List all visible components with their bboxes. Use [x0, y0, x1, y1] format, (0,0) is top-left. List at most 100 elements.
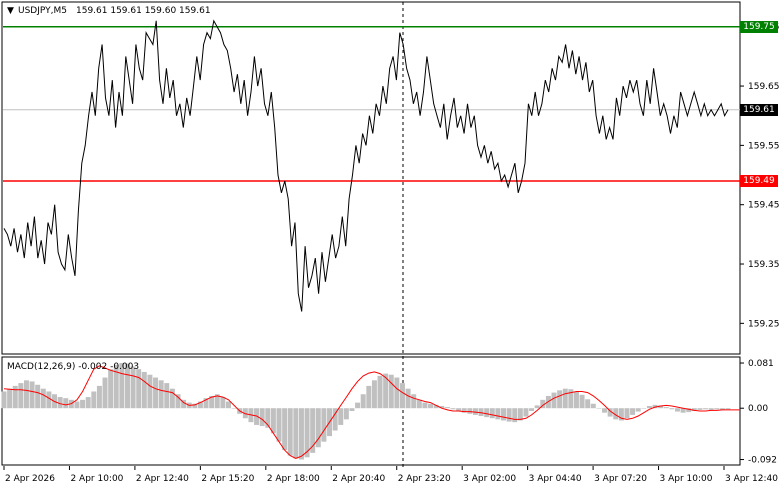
macd-bar — [270, 408, 276, 434]
macd-bar — [450, 408, 456, 410]
level-price-tag-green[interactable]: 159.75 — [740, 20, 778, 33]
macd-bar — [635, 408, 641, 412]
macd-bar — [12, 385, 18, 409]
macd-bar — [388, 374, 394, 409]
price-axis-label: 159.45 — [748, 201, 780, 211]
macd-bar — [596, 408, 602, 409]
macd-bar — [343, 408, 349, 420]
macd-bar — [478, 408, 484, 417]
time-axis-label: 2 Apr 2026 — [5, 474, 55, 484]
macd-bar — [613, 408, 619, 420]
macd-bar — [242, 408, 248, 419]
macd-bar — [1, 391, 7, 409]
time-axis-label: 2 Apr 15:20 — [201, 474, 254, 484]
macd-bar — [254, 408, 260, 425]
macd-bar — [517, 408, 523, 421]
macd-bar — [91, 391, 97, 409]
macd-bar — [456, 408, 462, 411]
macd-bar — [534, 405, 540, 409]
macd-bar — [506, 408, 512, 422]
macd-signal-line — [3, 365, 740, 459]
time-axis-label: 3 Apr 07:20 — [594, 474, 647, 484]
macd-bar — [411, 394, 417, 409]
macd-bar — [18, 383, 24, 409]
macd-bar — [102, 377, 108, 409]
macd-bar — [467, 408, 473, 414]
macd-bar — [405, 388, 411, 409]
level-price-tag-red[interactable]: 159.49 — [740, 174, 778, 187]
macd-bar — [259, 408, 265, 427]
level-lines[interactable] — [3, 25, 740, 182]
macd-bar — [203, 398, 209, 409]
macd-bar — [355, 402, 361, 409]
macd-bar — [433, 404, 439, 409]
macd-bar — [428, 403, 434, 409]
price-axis-label: 159.25 — [748, 319, 780, 329]
macd-bar — [282, 408, 288, 451]
price-line — [3, 19, 729, 312]
macd-bar — [63, 398, 69, 409]
macd-bar — [46, 391, 52, 409]
macd-bar — [422, 402, 428, 409]
price-series — [3, 19, 729, 312]
macd-bar — [29, 381, 35, 409]
macd-bar — [214, 394, 220, 409]
time-axis-label: 2 Apr 18:00 — [267, 474, 320, 484]
price-axis-label: 159.35 — [748, 260, 780, 270]
price-axis-label: 159.65 — [748, 82, 780, 92]
macd-y-axis: 0.081 0.00 -0.092 — [740, 359, 777, 466]
macd-bar — [495, 408, 501, 420]
chart-menu-arrow-icon[interactable]: ▼ — [7, 6, 14, 16]
macd-bar — [371, 380, 377, 409]
macd-bar — [96, 385, 102, 409]
macd-bar — [366, 385, 372, 409]
macd-bar — [40, 388, 46, 409]
macd-bar — [119, 363, 125, 409]
macd-bar — [181, 399, 187, 409]
macd-bar — [607, 408, 613, 417]
macd-bar — [719, 408, 725, 410]
time-axis: 2 Apr 2026 2 Apr 10:00 2 Apr 12:40 2 Apr 15… — [3, 466, 778, 484]
macd-bar — [658, 405, 664, 409]
macd-bar — [85, 397, 91, 409]
macd-bar — [74, 401, 80, 409]
macd-bar — [332, 408, 338, 431]
macd-bar — [585, 399, 591, 409]
macd-bar — [501, 408, 506, 421]
macd-bar — [7, 388, 13, 409]
macd-bar — [113, 364, 119, 409]
macd-bar — [557, 390, 563, 409]
macd-bar — [164, 383, 170, 409]
macd-axis-label: 0.081 — [748, 359, 774, 369]
time-axis-label: 3 Apr 10:00 — [660, 474, 713, 484]
macd-bar — [680, 408, 686, 413]
signal-line — [3, 365, 740, 459]
macd-bar — [472, 408, 478, 415]
macd-axis-label: -0.092 — [748, 456, 777, 466]
macd-bar — [383, 373, 389, 409]
time-axis-label: 2 Apr 12:40 — [136, 474, 189, 484]
macd-bar — [573, 391, 579, 409]
macd-bar — [231, 408, 237, 409]
macd-bar — [646, 405, 652, 409]
macd-bar — [618, 408, 624, 421]
macd-bar — [540, 399, 546, 409]
macd-bar — [360, 394, 366, 409]
macd-bar — [652, 404, 658, 409]
macd-bar — [523, 408, 529, 417]
macd-bar — [124, 363, 130, 409]
macd-bar — [568, 389, 574, 409]
symbol-label: USDJPY,M5 — [18, 6, 67, 16]
macd-bar — [293, 408, 299, 459]
macd-bar — [23, 380, 29, 409]
macd-bar — [529, 408, 535, 411]
macd-bar — [35, 384, 41, 409]
macd-bar — [349, 408, 355, 411]
macd-bar — [265, 408, 271, 428]
macd-bar — [310, 408, 316, 453]
macd-title: MACD(12,26,9) -0.002 -0.003 — [7, 362, 139, 372]
macd-bar — [158, 380, 164, 409]
time-axis-label: 2 Apr 20:40 — [332, 474, 385, 484]
